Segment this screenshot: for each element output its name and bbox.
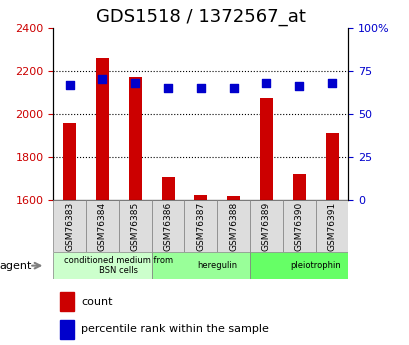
Text: agent: agent — [0, 261, 32, 270]
Bar — [128, 77, 142, 200]
Bar — [60, 292, 74, 311]
Bar — [325, 133, 338, 200]
Text: GSM76385: GSM76385 — [130, 201, 139, 250]
Text: GSM76391: GSM76391 — [327, 201, 336, 250]
Bar — [259, 98, 272, 200]
Bar — [60, 320, 74, 339]
FancyBboxPatch shape — [53, 252, 151, 279]
Title: GDS1518 / 1372567_at: GDS1518 / 1372567_at — [96, 8, 305, 26]
Point — [132, 80, 138, 86]
Point — [197, 85, 204, 91]
Point — [328, 80, 335, 86]
Bar — [161, 177, 174, 200]
Text: GSM76389: GSM76389 — [261, 201, 270, 250]
FancyBboxPatch shape — [249, 252, 348, 279]
Text: GSM76383: GSM76383 — [65, 201, 74, 250]
FancyBboxPatch shape — [217, 200, 249, 252]
FancyBboxPatch shape — [53, 200, 86, 252]
Text: GSM76387: GSM76387 — [196, 201, 205, 250]
FancyBboxPatch shape — [86, 200, 119, 252]
FancyBboxPatch shape — [282, 200, 315, 252]
Text: count: count — [81, 297, 112, 306]
FancyBboxPatch shape — [315, 200, 348, 252]
Point — [230, 85, 236, 91]
Text: GSM76384: GSM76384 — [98, 201, 107, 250]
FancyBboxPatch shape — [249, 200, 282, 252]
Bar — [292, 174, 305, 200]
Bar — [227, 196, 240, 200]
FancyBboxPatch shape — [119, 200, 151, 252]
Point — [263, 80, 269, 86]
Text: percentile rank within the sample: percentile rank within the sample — [81, 325, 268, 334]
Text: conditioned medium from
BSN cells: conditioned medium from BSN cells — [64, 256, 173, 275]
Bar — [194, 195, 207, 200]
Point — [164, 85, 171, 91]
Text: GSM76386: GSM76386 — [163, 201, 172, 250]
FancyBboxPatch shape — [151, 252, 249, 279]
Point — [295, 83, 302, 89]
Point — [99, 77, 106, 82]
Text: GSM76388: GSM76388 — [229, 201, 238, 250]
FancyBboxPatch shape — [151, 200, 184, 252]
Bar — [96, 58, 109, 200]
Text: pleiotrophin: pleiotrophin — [290, 261, 340, 270]
FancyBboxPatch shape — [184, 200, 217, 252]
Text: heregulin: heregulin — [197, 261, 237, 270]
Bar — [63, 123, 76, 200]
Text: GSM76390: GSM76390 — [294, 201, 303, 250]
Point — [66, 82, 73, 87]
